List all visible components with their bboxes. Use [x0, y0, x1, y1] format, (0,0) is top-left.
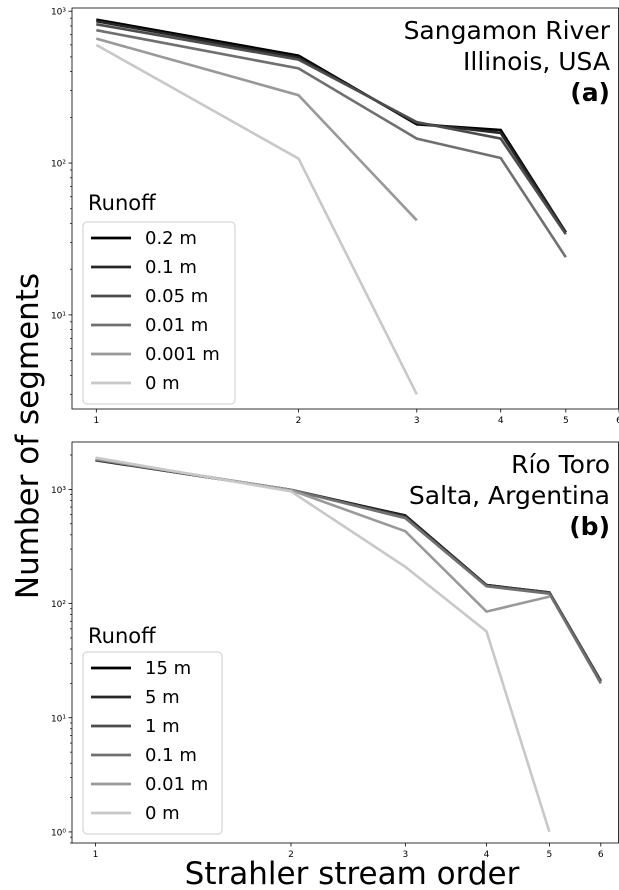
x-tick-label: 5	[563, 416, 569, 426]
x-tick-label: 4	[498, 416, 504, 426]
legend-entry-label: 0.2 m	[145, 228, 197, 249]
x-tick-label: 5	[547, 850, 553, 860]
panel-annotation-line: Illinois, USA	[463, 47, 610, 76]
series-line-3	[96, 23, 567, 235]
legend-entry-label: 0.1 m	[145, 745, 197, 766]
panel-annotation-line: (a)	[570, 78, 610, 107]
x-tick-label: 1	[93, 850, 99, 860]
x-axis-label: Strahler stream order	[185, 856, 520, 890]
x-tick-label: 4	[484, 850, 490, 860]
legend-entry-label: 0.01 m	[145, 774, 208, 795]
y-tick-label: 10³	[51, 486, 66, 496]
legend-entry-label: 0.1 m	[145, 257, 197, 278]
x-tick-label: 3	[402, 850, 408, 860]
panel-annotation-line: Río Toro	[511, 450, 610, 479]
legend-entry-label: 1 m	[145, 716, 180, 737]
legend-title: Runoff	[88, 624, 156, 648]
x-tick-label: 6	[598, 850, 604, 860]
legend-entry-label: 5 m	[145, 687, 180, 708]
y-tick-label: 10²	[51, 160, 66, 170]
legend-entry-label: 0 m	[145, 373, 180, 394]
panel-annotation-line: Salta, Argentina	[409, 481, 610, 510]
legend-title: Runoff	[88, 191, 156, 215]
legend-entry-label: 0.01 m	[145, 315, 208, 336]
series-line-6	[95, 456, 551, 833]
x-tick-label: 1	[93, 416, 99, 426]
series-line-6	[95, 43, 418, 395]
y-tick-label: 10¹	[51, 714, 66, 724]
legend-entry-label: 0.05 m	[145, 286, 208, 307]
y-tick-label: 10¹	[51, 311, 66, 321]
x-tick-label: 3	[414, 416, 420, 426]
panel-annotation-line: Sangamon River	[404, 16, 611, 45]
series-line-5	[95, 37, 418, 222]
x-tick-label: 2	[288, 850, 294, 860]
series-line-4	[96, 28, 567, 258]
panel-annotation-line: (b)	[569, 512, 610, 541]
legend-entry-label: 15 m	[145, 658, 191, 679]
y-tick-label: 10³	[51, 8, 66, 18]
legend-entry-label: 0 m	[145, 803, 180, 824]
y-tick-label: 10⁰	[51, 828, 66, 838]
x-tick-label: 6	[616, 416, 619, 426]
legend-entry-label: 0.001 m	[145, 344, 220, 365]
y-axis-label: Number of segments	[10, 273, 46, 599]
x-tick-label: 2	[296, 416, 302, 426]
y-tick-label: 10²	[51, 600, 66, 610]
